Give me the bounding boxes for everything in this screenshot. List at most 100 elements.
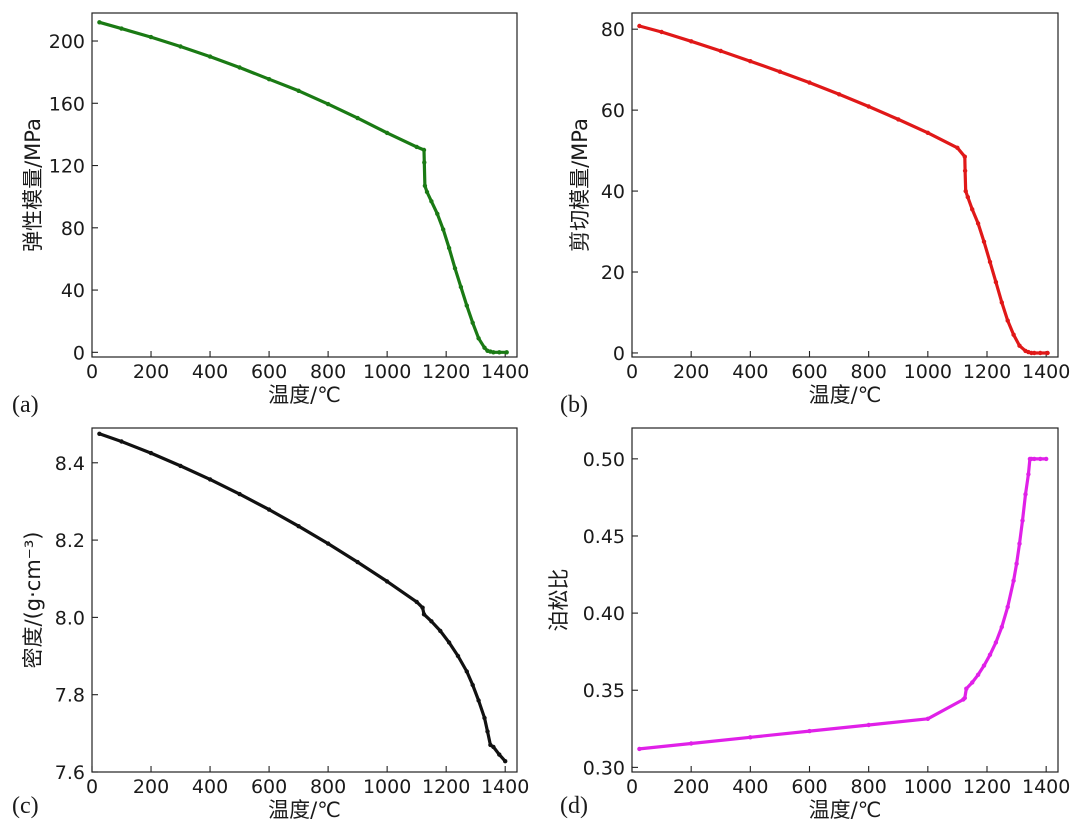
y-tick-label: 60 (601, 100, 625, 122)
data-point (748, 59, 753, 64)
panel-label: (d) (560, 793, 588, 819)
data-point (491, 744, 496, 750)
data-point (446, 640, 452, 645)
x-tick-label: 1200 (422, 361, 470, 383)
data-point (148, 450, 154, 456)
data-point (970, 680, 975, 685)
data-point (866, 104, 871, 109)
x-tick-label: 1200 (963, 361, 1011, 383)
y-axis-label: 密度/(g·cm⁻³) (21, 532, 45, 669)
x-tick-label: 0 (86, 776, 98, 798)
x-tick-label: 600 (791, 361, 827, 383)
panel-label: (c) (12, 793, 39, 819)
y-tick-label: 0.30 (583, 757, 625, 779)
data-point (975, 672, 981, 677)
x-tick-label: 800 (310, 776, 346, 798)
data-point (962, 154, 967, 159)
data-point (925, 130, 930, 135)
y-tick-label: 0 (613, 343, 625, 365)
data-point (207, 477, 213, 482)
data-point (718, 48, 723, 54)
data-point (497, 350, 502, 355)
data-point (119, 439, 124, 444)
x-tick-label: 0 (626, 776, 638, 798)
x-tick-label: 600 (251, 361, 287, 383)
data-point (296, 524, 301, 529)
data-point (491, 350, 496, 355)
data-point (421, 612, 427, 617)
data-point (497, 752, 502, 757)
data-point (325, 541, 331, 546)
data-point (470, 320, 475, 325)
y-tick-label: 80 (61, 218, 85, 240)
data-point (446, 245, 452, 251)
data-point (963, 188, 968, 194)
data-series-line (97, 432, 507, 763)
data-point (384, 130, 390, 136)
plot-frame (91, 12, 518, 358)
plot-frame (91, 427, 518, 773)
data-point (296, 88, 301, 94)
y-tick-label: 40 (61, 280, 85, 302)
data-point (435, 211, 440, 216)
data-point (414, 144, 419, 150)
x-axis-label: 温度/℃ (268, 383, 341, 407)
data-point (637, 746, 642, 752)
y-tick-label: 40 (601, 181, 625, 203)
x-tick-label: 0 (86, 361, 98, 383)
x-tick-label: 1400 (481, 361, 529, 383)
data-point (470, 682, 475, 688)
data-point (1017, 541, 1022, 546)
y-axis-label: 泊松比 (547, 569, 571, 632)
x-tick-label: 600 (791, 776, 827, 798)
data-point (441, 227, 446, 232)
data-point (964, 686, 969, 691)
data-point (807, 80, 812, 85)
data-point (452, 266, 458, 271)
x-tick-label: 800 (310, 361, 346, 383)
data-point (178, 463, 183, 469)
data-point (503, 759, 508, 764)
y-tick-label: 80 (601, 19, 625, 41)
y-tick-label: 120 (49, 156, 85, 178)
data-point (438, 628, 443, 634)
data-point (355, 559, 360, 565)
x-tick-label: 400 (732, 776, 768, 798)
data-point (482, 715, 487, 721)
panel-shear-modulus: 0 200 400 600 800 1000 1200 1400 0 20 40 60 80 温度/℃ 剪切… (560, 12, 1070, 418)
data-point (504, 350, 509, 355)
data-point (925, 716, 930, 721)
data-point (237, 65, 242, 70)
x-tick-label: 200 (673, 361, 709, 383)
y-tick-label: 0 (73, 342, 85, 364)
data-point (1038, 350, 1043, 356)
data-point (955, 145, 960, 150)
data-point (355, 115, 360, 121)
data-point (97, 431, 102, 436)
data-point (987, 652, 993, 657)
data-point (420, 605, 425, 610)
data-point (237, 491, 242, 497)
data-point (689, 741, 694, 746)
data-point (464, 303, 469, 308)
data-point (999, 624, 1004, 630)
x-tick-label: 1200 (963, 776, 1011, 798)
data-point (689, 39, 694, 44)
data-point (1026, 472, 1031, 477)
data-point (637, 23, 642, 29)
data-point (458, 284, 464, 290)
y-tick-label: 0.50 (583, 449, 625, 471)
data-point (429, 199, 434, 204)
data-point (965, 194, 970, 200)
x-tick-label: 1000 (904, 776, 952, 798)
data-point (464, 669, 469, 674)
x-tick-label: 800 (851, 361, 887, 383)
data-point (1032, 456, 1037, 462)
y-tick-label: 8.0 (55, 607, 85, 629)
data-point (807, 728, 812, 734)
data-series-line (637, 457, 1048, 751)
x-tick-label: 400 (732, 361, 768, 383)
x-tick-label: 1000 (904, 361, 952, 383)
data-point (981, 239, 987, 244)
